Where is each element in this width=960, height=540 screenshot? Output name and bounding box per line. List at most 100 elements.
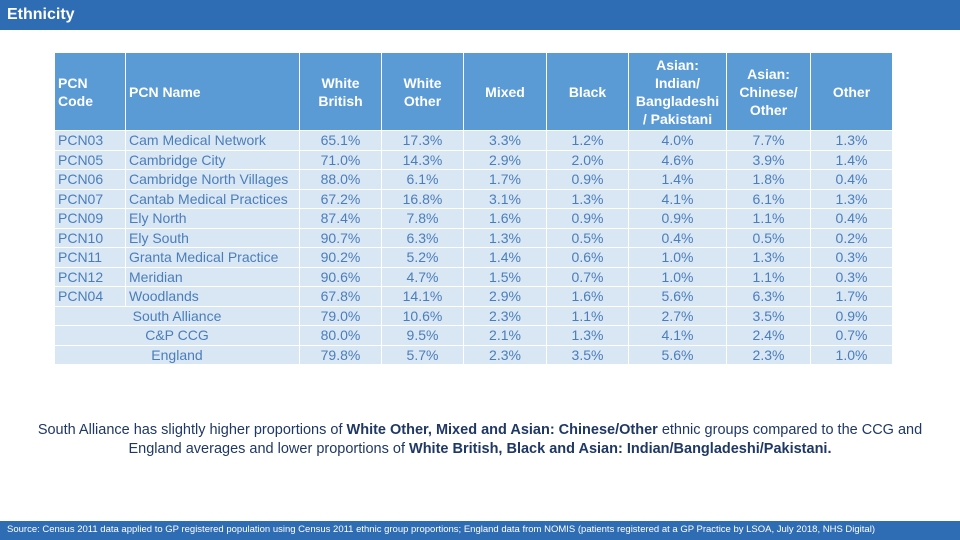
text-segment: South Alliance has slightly higher propo… [37, 422, 347, 438]
table-cell: 3.9% [726, 149, 811, 170]
header-row: PCN Code PCN Name White British White Other… [54, 52, 893, 131]
table-cell: 4.0% [628, 130, 727, 151]
table-cell: 16.8% [381, 188, 464, 209]
source-note: Source: Census 2011 data applied to GP r… [7, 524, 875, 535]
table-cell: 9.5% [381, 325, 464, 346]
column-header: Asian: Chinese/ Other [726, 52, 811, 131]
table-cell: 0.2% [810, 227, 893, 248]
table-cell: 0.9% [628, 208, 727, 229]
table-cell: 1.3% [546, 325, 629, 346]
table-cell: 0.3% [810, 266, 893, 287]
table-cell: 0.7% [546, 266, 629, 287]
table-cell: 17.3% [381, 130, 464, 151]
table-cell: C&P CCG [54, 325, 300, 346]
table-cell: 7.8% [381, 208, 464, 229]
summary-row: England 79.8% 5.7% 2.3% 3.5% 5.6% 2.3% 1.0% [54, 344, 893, 365]
table-cell: 1.7% [463, 169, 547, 190]
table-cell: 2.9% [463, 286, 547, 307]
table-cell: Cam Medical Network [125, 130, 300, 151]
text-segment: White British, Black and Asian: Indian/B… [409, 441, 832, 457]
table-cell: 1.3% [726, 247, 811, 268]
table-cell: 1.1% [726, 266, 811, 287]
table-row: PCN10 Ely South 90.7% 6.3% 1.3% 0.5% 0.4% 0.5% 0… [54, 227, 893, 248]
table-cell: 1.6% [546, 286, 629, 307]
table-cell: 2.3% [726, 344, 811, 365]
table-cell: 1.4% [810, 149, 893, 170]
text-segment: ethnic groups compared to the CCG and En… [128, 422, 923, 457]
table-cell: England [54, 344, 300, 365]
table-cell: 0.9% [810, 305, 893, 326]
table-cell: 1.5% [463, 266, 547, 287]
table-row: PCN04 Woodlands 67.8% 14.1% 2.9% 1.6% 5.6% 6.3%… [54, 286, 893, 307]
table-cell: 79.0% [299, 305, 382, 326]
title-bar: Ethnicity [0, 0, 960, 30]
table-cell: 4.7% [381, 266, 464, 287]
table-cell: 90.7% [299, 227, 382, 248]
table-cell: 1.0% [628, 266, 727, 287]
table-cell: 6.1% [726, 188, 811, 209]
ethnicity-table: PCN Code PCN Name White British White Other… [54, 52, 893, 365]
table-cell: Ely South [125, 227, 300, 248]
table-cell: 1.8% [726, 169, 811, 190]
table-cell: 0.5% [726, 227, 811, 248]
table-row: PCN11 Granta Medical Practice 90.2% 5.2% 1.4… [54, 247, 893, 268]
column-header: Mixed [463, 52, 547, 131]
table-cell: 1.2% [546, 130, 629, 151]
table-row: PCN03 Cam Medical Network 65.1% 17.3% 3.3% 1.… [54, 130, 893, 151]
table-body: PCN03 Cam Medical Network 65.1% 17.3% 3.3% 1.… [54, 130, 893, 365]
table-cell: 1.3% [546, 188, 629, 209]
table-cell: 2.3% [463, 344, 547, 365]
table-cell: 87.4% [299, 208, 382, 229]
table-cell: PCN03 [54, 130, 126, 151]
table-cell: PCN11 [54, 247, 126, 268]
table-cell: PCN10 [54, 227, 126, 248]
table-cell: 88.0% [299, 169, 382, 190]
table-cell: 1.3% [810, 130, 893, 151]
table-cell: PCN12 [54, 266, 126, 287]
table-cell: 79.8% [299, 344, 382, 365]
table-cell: 2.9% [463, 149, 547, 170]
table-cell: 1.4% [628, 169, 727, 190]
summary-row: C&P CCG 80.0% 9.5% 2.1% 1.3% 4.1% 2.4% 0.7% [54, 325, 893, 346]
column-header: Other [810, 52, 893, 131]
table-cell: 5.6% [628, 286, 727, 307]
table-cell: PCN04 [54, 286, 126, 307]
table-cell: 6.3% [726, 286, 811, 307]
table-cell: 90.6% [299, 266, 382, 287]
table-cell: 0.3% [810, 247, 893, 268]
table-cell: 5.6% [628, 344, 727, 365]
table-cell: PCN09 [54, 208, 126, 229]
table-cell: Cambridge North Villages [125, 169, 300, 190]
table-row: PCN06 Cambridge North Villages 88.0% 6.1% 1.… [54, 169, 893, 190]
table-cell: 14.3% [381, 149, 464, 170]
table-cell: 3.1% [463, 188, 547, 209]
column-header: White British [299, 52, 382, 131]
table-cell: 0.9% [546, 208, 629, 229]
table-cell: 1.0% [628, 247, 727, 268]
summary-text: South Alliance has slightly higher propo… [30, 421, 930, 459]
table-cell: Meridian [125, 266, 300, 287]
table-cell: 0.7% [810, 325, 893, 346]
table-cell: 0.4% [628, 227, 727, 248]
table-cell: 1.0% [810, 344, 893, 365]
summary-row: South Alliance 79.0% 10.6% 2.3% 1.1% 2.7% 3.5%… [54, 305, 893, 326]
column-header: Asian: Indian/ Bangladeshi / Pakistani [628, 52, 727, 131]
table-cell: PCN07 [54, 188, 126, 209]
footer-bar: Source: Census 2011 data applied to GP r… [0, 521, 960, 540]
table-cell: 2.4% [726, 325, 811, 346]
table-cell: 0.4% [810, 169, 893, 190]
table-cell: 4.1% [628, 325, 727, 346]
table-cell: 4.6% [628, 149, 727, 170]
table-cell: 2.1% [463, 325, 547, 346]
table-cell: 0.6% [546, 247, 629, 268]
table-cell: 80.0% [299, 325, 382, 346]
table-cell: Granta Medical Practice [125, 247, 300, 268]
table-cell: 1.3% [463, 227, 547, 248]
column-header: PCN Name [125, 52, 300, 131]
table-cell: 67.8% [299, 286, 382, 307]
table-cell: Ely North [125, 208, 300, 229]
table-cell: 0.5% [546, 227, 629, 248]
table-cell: 4.1% [628, 188, 727, 209]
table-cell: 67.2% [299, 188, 382, 209]
